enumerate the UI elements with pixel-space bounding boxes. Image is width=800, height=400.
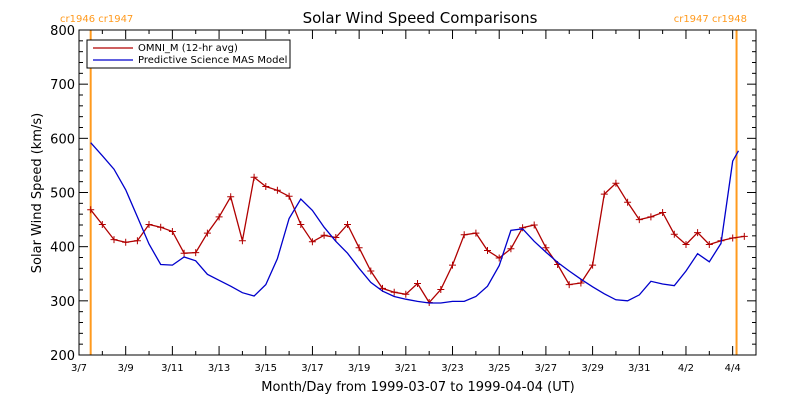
x-tick-label: 3/29 xyxy=(581,363,603,374)
x-axis-title: Month/Day from 1999-03-07 to 1999-04-04 … xyxy=(261,380,574,395)
omni-data-point xyxy=(133,237,141,245)
carrington-label: cr1946 cr1947 xyxy=(60,14,133,25)
carrington-rotation-lines xyxy=(89,30,738,355)
omni-data-point xyxy=(87,206,95,214)
x-tick-label: 3/15 xyxy=(255,363,277,374)
omni-data-point xyxy=(227,193,235,201)
omni-data-point xyxy=(157,223,165,231)
x-tick-label: 3/23 xyxy=(441,363,463,374)
omni-data-point xyxy=(577,279,585,287)
x-tick-label: 3/11 xyxy=(161,363,183,374)
legend-label-omni: OMNI_M (12-hr avg) xyxy=(138,43,238,54)
omni-data-point xyxy=(145,221,153,228)
x-tick-label: 3/21 xyxy=(395,363,417,374)
omni-data-point xyxy=(402,290,410,298)
x-tick-label: 3/19 xyxy=(348,363,370,374)
omni-data-point xyxy=(484,247,491,254)
y-axis-title: Solar Wind Speed (km/s) xyxy=(30,113,45,273)
omni-data-point xyxy=(729,234,737,242)
x-tick-label: 3/31 xyxy=(628,363,650,374)
omni-data-point xyxy=(519,224,527,232)
legend: OMNI_M (12-hr avg) Predictive Science MA… xyxy=(86,39,291,69)
omni-data-point xyxy=(238,237,246,245)
chart-title: Solar Wind Speed Comparisons xyxy=(303,9,538,27)
omni-data-point xyxy=(122,238,130,246)
omni-data-point xyxy=(530,221,538,229)
y-tick-label: 600 xyxy=(50,132,75,147)
omni-data-point xyxy=(390,288,398,296)
y-tick-label: 300 xyxy=(50,295,75,310)
omni-data-point xyxy=(250,173,258,181)
x-tick-label: 3/25 xyxy=(488,363,510,374)
series-layer xyxy=(87,142,748,306)
omni-data-point xyxy=(367,267,375,275)
omni-data-point xyxy=(320,231,328,239)
y-tick-label: 400 xyxy=(50,241,75,256)
x-tick-label: 3/17 xyxy=(301,363,323,374)
omni-data-point xyxy=(472,229,480,237)
omni-data-point xyxy=(589,261,597,269)
omni-data-point xyxy=(659,209,667,216)
omni-data-point xyxy=(624,198,632,206)
plot-frame xyxy=(78,29,757,356)
omni-data-point xyxy=(705,241,713,248)
omni-data-point xyxy=(414,280,421,287)
omni-data-point xyxy=(565,281,573,289)
omni-data-point xyxy=(203,229,211,237)
omni-data-point xyxy=(600,190,608,198)
omni-data-point xyxy=(507,245,515,253)
carrington-label: cr1947 cr1948 xyxy=(674,14,747,25)
carrington-labels: cr1946 cr1947 cr1947 cr1948 xyxy=(60,14,747,25)
x-tick-label: 3/9 xyxy=(118,363,134,374)
omni-data-point xyxy=(180,249,188,257)
omni-data-point xyxy=(285,192,293,200)
legend-box xyxy=(86,39,291,69)
omni-data-point xyxy=(273,186,281,194)
x-tick-label: 3/13 xyxy=(208,363,230,374)
omni-data-point xyxy=(670,230,678,238)
omni-data-point xyxy=(110,236,118,244)
y-tick-label: 500 xyxy=(50,187,75,202)
omni-data-point xyxy=(262,183,270,190)
omni-data-point xyxy=(297,221,305,228)
omni-data-point xyxy=(542,244,550,252)
omni-data-point xyxy=(612,179,620,187)
omni-data-point xyxy=(344,221,351,228)
omni-data-point xyxy=(740,232,748,240)
y-tick-label: 700 xyxy=(50,78,75,93)
omni-data-point xyxy=(449,261,456,269)
omni-data-point xyxy=(355,244,363,252)
omni-data-point xyxy=(647,213,655,221)
y-tick-label: 800 xyxy=(50,24,75,39)
y-axis: 200 300 400 500 600 700 800 xyxy=(50,24,756,364)
omni-data-point xyxy=(437,286,445,293)
x-axis: 3/7 3/9 3/11 3/13 3/15 3/17 3/19 3/21 3/23 3/25 3/… xyxy=(71,30,741,374)
omni-data-point xyxy=(460,231,468,239)
omni-data-point xyxy=(192,249,200,257)
mas-series-line xyxy=(90,142,740,304)
omni-data-point xyxy=(694,229,702,237)
legend-label-mas: Predictive Science MAS Model xyxy=(138,55,287,66)
y-tick-label: 200 xyxy=(50,349,75,364)
omni-data-point xyxy=(98,221,106,228)
omni-data-point xyxy=(635,216,643,224)
omni-data-point xyxy=(682,241,690,248)
x-tick-label: 3/7 xyxy=(71,363,87,374)
x-tick-label: 4/2 xyxy=(678,363,694,374)
omni-data-point xyxy=(308,238,316,246)
omni-data-point xyxy=(215,213,223,221)
x-tick-label: 3/27 xyxy=(535,363,557,374)
omni-data-point xyxy=(168,228,176,235)
x-tick-label: 4/4 xyxy=(725,363,741,374)
